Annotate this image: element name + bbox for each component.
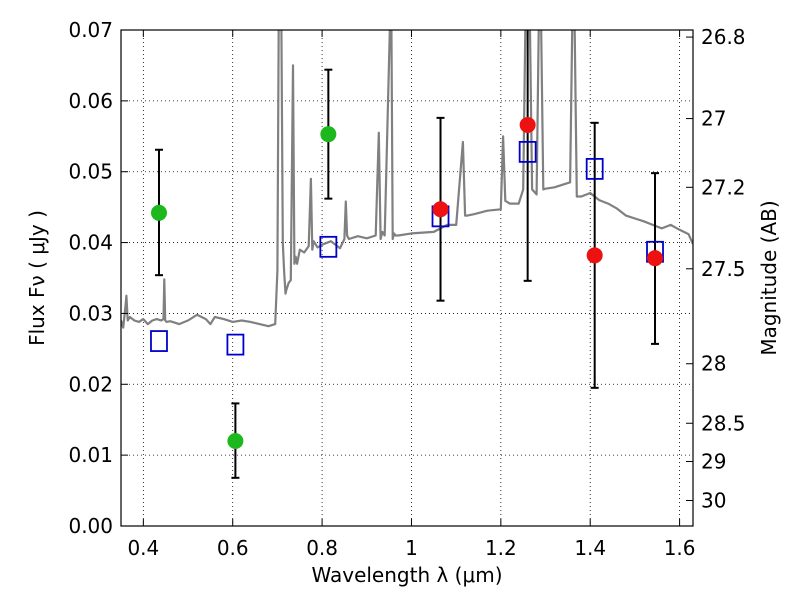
right-tick-label: 30 <box>701 488 726 512</box>
x-axis-title: Wavelength λ (μm) <box>311 563 502 587</box>
y-tick-label: 0.06 <box>68 89 113 113</box>
y-axis-left-title: Flux Fν ( μJy ) <box>25 210 49 346</box>
y-tick-label: 0.01 <box>68 443 113 467</box>
plot-background <box>121 30 693 526</box>
x-tick-label: 0.4 <box>127 536 159 560</box>
x-tick-label: 1.2 <box>485 536 517 560</box>
red-point <box>647 250 664 267</box>
green-point <box>320 126 337 143</box>
model-square <box>518 140 537 163</box>
spectrum-line <box>121 30 693 329</box>
model-square <box>226 333 245 356</box>
right-tick-label: 27.5 <box>701 257 746 281</box>
red-point <box>519 116 536 133</box>
y-tick-label: 0.05 <box>68 160 113 184</box>
y-tick-label: 0.03 <box>68 301 113 325</box>
markers <box>150 116 664 449</box>
green-point <box>150 204 167 221</box>
model-square <box>585 157 604 180</box>
y-tick-label: 0.02 <box>68 372 113 396</box>
right-tick-label: 29 <box>701 450 726 474</box>
ticks: 0.4 0.6 0.8 1 1.2 1.4 1.6 0.00 0.01 0.02 0.03 0.04 0… <box>68 18 745 560</box>
y-tick-label: 0.00 <box>68 514 113 538</box>
x-tick-label: 0.8 <box>306 536 338 560</box>
right-tick-label: 28.5 <box>701 411 746 435</box>
x-tick-label: 0.6 <box>217 536 249 560</box>
red-point <box>586 247 603 264</box>
right-tick-label: 28 <box>701 352 726 376</box>
red-point <box>432 201 449 218</box>
right-tick-label: 26.8 <box>701 25 746 49</box>
green-point <box>227 432 244 449</box>
x-tick-label: 1 <box>405 536 418 560</box>
x-tick-label: 1.6 <box>664 536 696 560</box>
right-tick-label: 27 <box>701 107 726 131</box>
spectrum-layer <box>121 30 693 329</box>
plot-frame <box>120 29 694 527</box>
y-tick-label: 0.04 <box>68 231 113 255</box>
right-tick-label: 27.2 <box>701 175 746 199</box>
model-square <box>150 330 168 352</box>
model-square <box>319 235 338 258</box>
y-tick-label: 0.07 <box>68 18 113 42</box>
y-axis-right-title: Magnitude (AB) <box>757 200 781 355</box>
x-tick-label: 1.4 <box>574 536 606 560</box>
